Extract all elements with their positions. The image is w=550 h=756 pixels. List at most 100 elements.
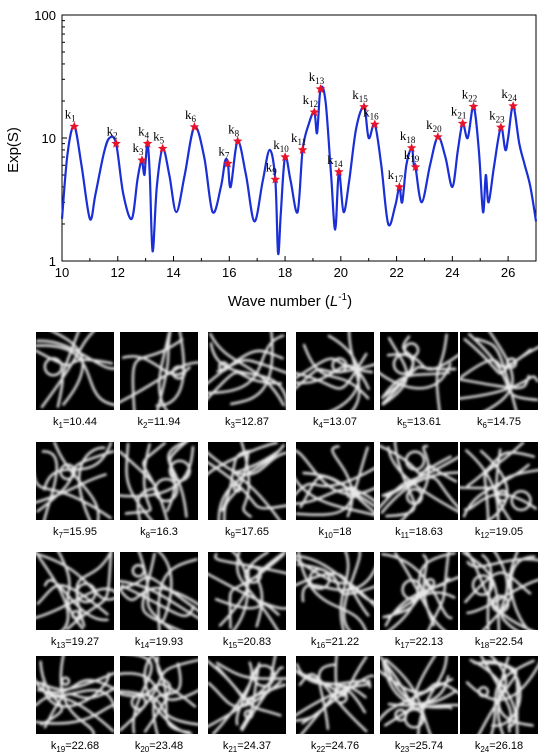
pattern-tile-k20 [120,656,198,734]
pattern-strands [461,552,538,630]
pattern-strand [465,663,538,701]
spectrum-curve [60,85,538,256]
pattern-tile-k2 [120,332,198,410]
pattern-strand [209,332,285,407]
pattern-strand [120,658,198,732]
pattern-strand [208,451,286,476]
pattern-image-k3 [208,332,286,410]
pattern-strand [296,364,370,390]
peak-label-k6: k6 [185,107,197,124]
pattern-strand [208,461,286,510]
pattern-strand [56,332,80,408]
pattern-tile-k14 [120,552,198,630]
pattern-strand [36,339,114,370]
pattern-ring [331,357,348,374]
pattern-ring [130,694,147,711]
x-tick-label: 10 [55,265,69,280]
pattern-tile-k6 [460,332,538,410]
pattern-strand [297,552,367,630]
pattern-label-k24: k24=26.18 [474,740,524,755]
x-tick-label: 14 [166,265,180,280]
pattern-tile-k21 [208,656,286,734]
x-axis-label-suffix: ) [347,293,352,310]
pattern-strand [339,552,350,630]
pattern-image-k18 [460,552,538,630]
pattern-ring [404,450,426,471]
pattern-strand [36,703,114,725]
pattern-strand [215,665,282,717]
pattern-tile-k16 [296,552,374,630]
peak-marker-k12 [309,107,320,117]
pattern-image-k8 [120,442,198,520]
peak-marker-k18 [406,143,417,152]
pattern-strand [493,552,518,630]
pattern-strands [460,442,538,520]
pattern-label-k23: k23=25.74 [394,740,444,755]
peak-label-k16: k16 [363,104,379,121]
pattern-strand [380,362,452,390]
peak-marker-k1 [69,121,79,131]
pattern-strand [51,332,84,406]
peak-marker-k3 [137,155,147,165]
pattern-strand [215,661,286,680]
pattern-strand [466,451,535,488]
pattern-strands [208,552,286,630]
peak-marker-k7 [223,158,233,168]
pattern-label-k19: k19=22.68 [50,740,100,755]
pattern-strands [36,552,114,630]
pattern-image-k17 [380,552,458,630]
peak-marker-k5 [157,143,168,153]
pattern-ring [491,594,510,613]
peak-markers [69,84,518,191]
pattern-image-k21 [208,656,286,734]
x-axis-label: Wave number (L-1) [228,292,352,310]
pattern-strand [381,371,451,399]
pattern-strands [380,442,458,520]
pattern-strand [36,552,114,601]
peak-marker-k10 [280,152,290,162]
pattern-tile-k9 [208,442,286,520]
pattern-strand [296,467,374,496]
pattern-label-k12: k12=19.05 [474,526,524,541]
pattern-ring [471,574,494,596]
pattern-strand [417,656,448,734]
peak-label-k11: k11 [291,130,306,147]
peak-marker-k2 [111,138,121,148]
pattern-strand [296,446,369,516]
x-tick-label: 16 [222,265,236,280]
pattern-strand [382,576,458,619]
pattern-image-k6 [460,332,538,410]
pattern-strand [36,473,107,504]
pattern-strands [296,552,374,630]
pattern-label-k9: k9=17.65 [225,526,269,541]
pattern-strand [479,656,512,733]
pattern-strand [460,374,530,390]
pattern-tile-k8 [120,442,198,520]
peak-label-k23: k23 [489,107,505,124]
pattern-label-k20: k20=23.48 [134,740,184,755]
pattern-strand [381,659,458,706]
peak-marker-k15 [359,101,369,111]
pattern-tile-k18 [460,552,538,630]
pattern-ring [59,463,77,481]
pattern-ring [43,357,63,377]
peak-marker-k11 [297,144,308,154]
pattern-image-k20 [120,656,198,734]
pattern-image-k10 [296,442,374,520]
pattern-strand [166,442,187,512]
pattern-strand [384,658,432,734]
pattern-ring [308,568,331,590]
peak-marker-k20 [433,131,443,141]
pattern-tile-k4 [296,332,374,410]
pattern-strand [156,552,173,623]
pattern-ring [218,361,229,372]
pattern-strand [36,695,114,733]
pattern-strand [158,332,171,410]
pattern-strand [475,337,518,410]
pattern-label-k22: k22=24.76 [310,740,360,755]
pattern-tile-k5 [380,332,458,410]
pattern-image-k4 [296,332,374,410]
pattern-ring [345,485,359,499]
pattern-strand [327,334,361,410]
